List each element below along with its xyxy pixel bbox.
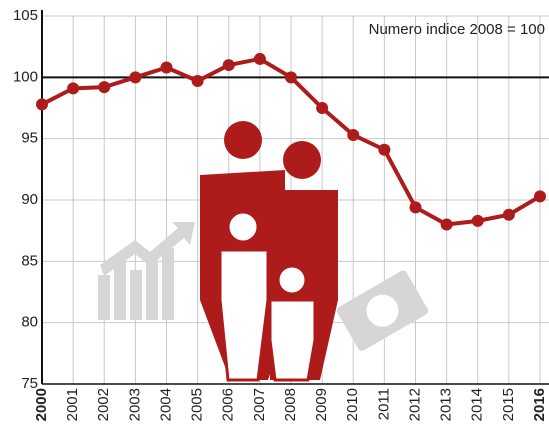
y-tick-label: 80 [21, 314, 38, 331]
x-tick-label: 2007 [251, 388, 268, 421]
annotation: Numero indice 2008 = 100 [369, 21, 545, 38]
y-tick-label: 85 [21, 252, 38, 269]
marker [98, 81, 111, 94]
x-tick-label: 2002 [95, 388, 112, 421]
marker [160, 61, 173, 74]
marker [440, 218, 453, 231]
y-tick-label: 105 [13, 7, 38, 24]
marker [285, 71, 297, 84]
x-tick-label: 2009 [313, 388, 330, 421]
marker [347, 128, 360, 141]
marker [316, 102, 329, 114]
x-tick-label: 2001 [64, 388, 81, 421]
y-tick-label: 100 [13, 68, 38, 85]
x-tick-label: 2004 [157, 388, 174, 421]
x-tick-label: 2016 [531, 388, 548, 421]
marker [378, 143, 391, 156]
marker [67, 82, 80, 95]
y-tick-label: 90 [21, 191, 38, 208]
x-tick-label: 2006 [220, 388, 237, 421]
x-tick-label: 2013 [438, 388, 455, 421]
marker [502, 208, 515, 221]
x-tick-label: 2010 [344, 388, 361, 421]
x-tick-label: 2014 [469, 388, 486, 421]
marker [222, 59, 235, 72]
y-tick-label: 95 [21, 130, 38, 147]
x-tick-label: 2008 [282, 388, 299, 421]
x-tick-label: 2015 [500, 388, 517, 421]
marker [191, 75, 204, 88]
marker [36, 98, 48, 111]
x-tick-label: 2000 [33, 388, 50, 421]
marker [534, 190, 546, 203]
marker [129, 71, 142, 84]
x-tick-label: 2005 [189, 388, 206, 421]
x-tick-label: 2012 [406, 388, 423, 421]
y-tick-label: 75 [21, 375, 38, 392]
marker [409, 201, 422, 214]
marker [471, 214, 484, 227]
marker [253, 52, 266, 65]
illustration [98, 121, 429, 382]
x-tick-label: 2011 [375, 388, 392, 420]
x-tick-label: 2003 [126, 388, 143, 421]
